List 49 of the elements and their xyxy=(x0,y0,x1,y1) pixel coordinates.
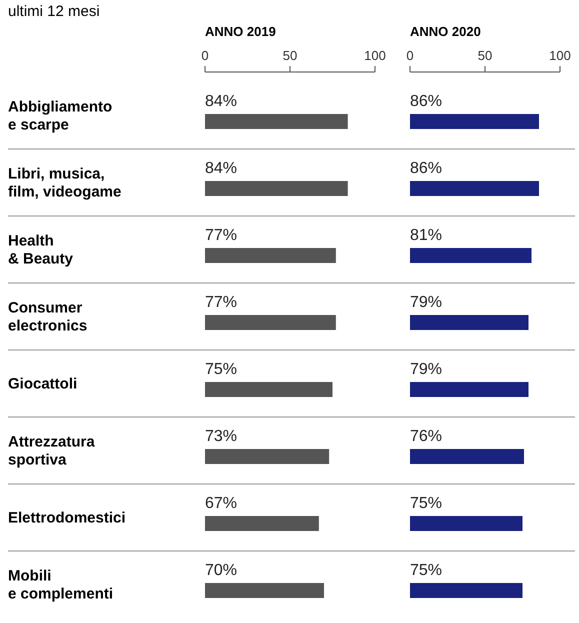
bar xyxy=(410,315,528,330)
x-tick-label: 50 xyxy=(478,48,492,63)
bar xyxy=(205,382,332,397)
data-label: 75% xyxy=(410,562,442,579)
bar xyxy=(410,114,539,129)
bar xyxy=(205,114,348,129)
text: ultimi 12 mesi xyxy=(8,3,100,20)
x-tick-label: 100 xyxy=(364,48,386,63)
data-label: 70% xyxy=(205,562,238,579)
bar xyxy=(410,449,524,464)
y-tick-label: Giocattoli xyxy=(8,376,78,392)
bar xyxy=(205,449,330,464)
bar xyxy=(410,583,522,598)
data-label: 81% xyxy=(410,227,442,244)
chart-title: ANNO 2019 xyxy=(205,24,276,39)
data-label: 86% xyxy=(410,160,442,177)
y-tick-label: Mobili e complementi xyxy=(8,568,114,602)
y-tick-label: Health & Beauty xyxy=(8,232,74,268)
bar xyxy=(205,583,324,598)
y-tick-label: Libri, musica, film, videogame xyxy=(8,166,122,200)
y-tick-label: Elettrodomestici xyxy=(8,510,126,526)
bar xyxy=(205,516,319,531)
data-label: 77% xyxy=(205,294,238,311)
bar xyxy=(205,181,348,196)
bar xyxy=(410,382,528,397)
data-label: 86% xyxy=(410,93,442,110)
bar xyxy=(410,516,522,531)
x-tick-label: 0 xyxy=(406,48,414,63)
bar xyxy=(205,248,336,263)
data-label: 79% xyxy=(410,361,442,378)
data-label: 84% xyxy=(205,93,238,110)
x-tick-label: 100 xyxy=(549,48,571,63)
y-tick-label: Attrezzatura sportiva xyxy=(8,434,96,468)
chart-title: ANNO 2020 xyxy=(410,24,481,39)
bar xyxy=(410,248,532,263)
bar xyxy=(205,315,336,330)
data-label: 79% xyxy=(410,294,442,311)
data-label: 75% xyxy=(410,495,442,512)
data-label: 77% xyxy=(205,227,238,244)
y-tick-label: Abbigliamento e scarpe xyxy=(8,98,112,134)
bar xyxy=(410,181,539,196)
data-label: 67% xyxy=(205,495,238,512)
y-tick-label: Consumer electronics xyxy=(8,300,88,334)
data-label: 73% xyxy=(205,428,238,445)
data-label: 84% xyxy=(205,160,238,177)
data-label: 75% xyxy=(205,361,238,378)
data-label: 76% xyxy=(410,428,442,445)
x-tick-label: 0 xyxy=(201,48,209,63)
x-tick-label: 50 xyxy=(282,48,298,63)
